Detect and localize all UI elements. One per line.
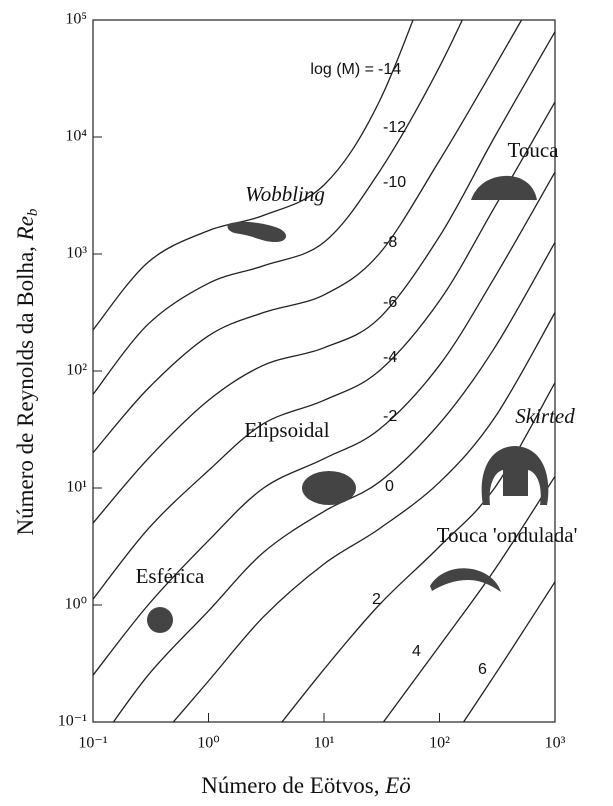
regime-label: Touca [507,138,559,162]
contour-line [93,171,555,676]
contour-label: 6 [478,661,487,678]
contour-line [382,475,555,722]
x-axis-label-text: Número de Eötvos, [201,773,385,798]
contour-line [93,20,464,395]
contour-label-prefix: log (M) = [310,61,374,78]
regime-label: Elipsoidal [244,418,329,442]
y-axis-label: Número de Reynolds da Bolha, Reb [13,208,41,535]
skirted-bubble [481,446,549,505]
contour-label: 4 [412,643,421,660]
regime-label: Touca 'ondulada' [437,523,578,547]
y-tick-label: 10² [66,362,87,379]
bubble-shapes [147,175,549,633]
y-tick-label: 10³ [66,245,87,262]
regime-label: Esférica [136,564,205,588]
y-tick-label: 10⁰ [65,596,87,613]
contour-label: 0 [385,478,394,495]
contour-line [93,20,414,331]
contour-label: -14 [378,61,401,78]
contour-line [462,581,555,722]
y-tick-label: 10⁴ [65,128,87,145]
contour-line [281,382,555,722]
contour-line [93,31,555,524]
wobbling-bubble [227,221,287,242]
contour-line [112,241,555,722]
contour-line [172,312,555,722]
regime-label: Wobbling [245,182,325,206]
regime-label: Skirted [515,404,575,428]
contour-label: -12 [383,119,406,136]
y-axis-label-subscript: b [25,208,41,216]
contour-line [93,101,555,600]
contour-label: -2 [383,408,397,425]
y-tick-label: 10¹ [66,479,87,496]
contour-label: -8 [383,234,397,251]
wavy-cap-bubble [430,568,501,592]
x-tick-label: 10⁰ [197,735,219,752]
x-axis-label-symbol: Eö [384,773,411,798]
y-axis-label-symbol: Re [13,216,38,241]
contour-label: -6 [383,294,397,311]
cap-bubble [471,175,537,200]
curves [93,20,555,722]
contour-label: 2 [372,591,381,608]
x-tick-label: 10¹ [314,735,335,752]
contour-line [93,20,523,454]
x-axis-label: Número de Eötvos, Eö [201,773,411,798]
contour-label: -10 [383,174,406,191]
y-tick-label: 10⁵ [65,11,87,28]
ellipsoidal-bubble [302,471,356,505]
y-tick-label: 10⁻¹ [58,713,87,730]
x-tick-label: 10² [429,735,450,752]
y-axis-label-text: Número de Reynolds da Bolha, [13,240,38,535]
contour-label: -4 [383,349,397,366]
x-tick-label: 10³ [545,735,566,752]
x-tick-label: 10⁻¹ [78,735,107,752]
spherical-bubble [147,607,173,633]
